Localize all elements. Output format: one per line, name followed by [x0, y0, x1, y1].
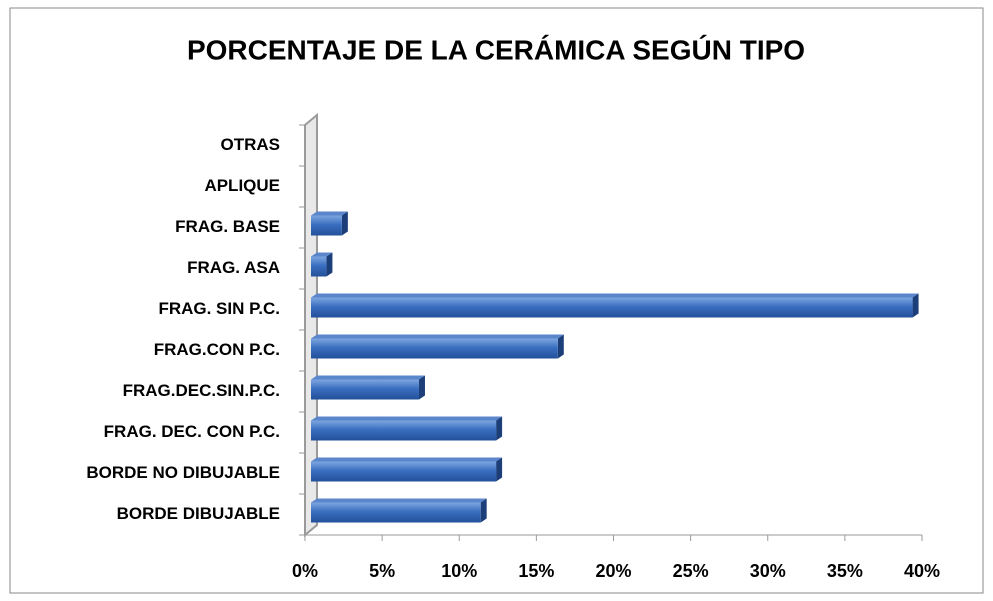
x-tick-label: 10%: [441, 561, 477, 581]
bar: [311, 297, 913, 318]
bar-end: [557, 334, 564, 359]
y-tick-label: FRAG. ASA: [187, 258, 280, 277]
bar-end: [418, 375, 425, 400]
bar-end: [912, 293, 919, 318]
bar-top: [311, 416, 503, 421]
x-tick-label: 25%: [673, 561, 709, 581]
bar-top: [311, 211, 348, 216]
bar: [311, 338, 558, 359]
bar-end: [341, 211, 348, 236]
bar-top: [311, 375, 425, 380]
x-tick-label: 35%: [827, 561, 863, 581]
bar-end: [326, 252, 333, 277]
y-tick-label: FRAG. BASE: [175, 217, 280, 236]
bar-end: [480, 498, 487, 523]
x-tick-label: 40%: [904, 561, 940, 581]
x-tick-label: 0%: [292, 561, 318, 581]
bar-top: [311, 252, 333, 257]
y-tick-label: FRAG. SIN P.C.: [158, 299, 280, 318]
bar: [311, 461, 497, 482]
x-tick-label: 5%: [369, 561, 395, 581]
y-tick-label: FRAG.DEC.SIN.P.C.: [123, 381, 280, 400]
bar: [311, 215, 342, 236]
x-tick-label: 20%: [595, 561, 631, 581]
bar-end: [496, 416, 503, 441]
bar-top: [311, 457, 503, 462]
bar-end: [496, 457, 503, 482]
y-tick-label: OTRAS: [221, 135, 281, 154]
bar: [311, 502, 481, 523]
bar: [311, 420, 497, 441]
bar-top: [311, 293, 919, 298]
bar: [311, 256, 327, 277]
bar-top: [311, 334, 564, 339]
y-tick-label: FRAG. DEC. CON P.C.: [104, 422, 280, 441]
y-tick-label: FRAG.CON P.C.: [154, 340, 280, 359]
chart-title: PORCENTAJE DE LA CERÁMICA SEGÚN TIPO: [187, 34, 805, 65]
y-tick-label: APLIQUE: [204, 176, 280, 195]
x-tick-label: 15%: [518, 561, 554, 581]
y-tick-label: BORDE DIBUJABLE: [117, 504, 280, 523]
bar-top: [311, 498, 487, 503]
bar: [311, 379, 419, 400]
x-tick-label: 30%: [750, 561, 786, 581]
y-tick-label: BORDE NO DIBUJABLE: [86, 463, 280, 482]
